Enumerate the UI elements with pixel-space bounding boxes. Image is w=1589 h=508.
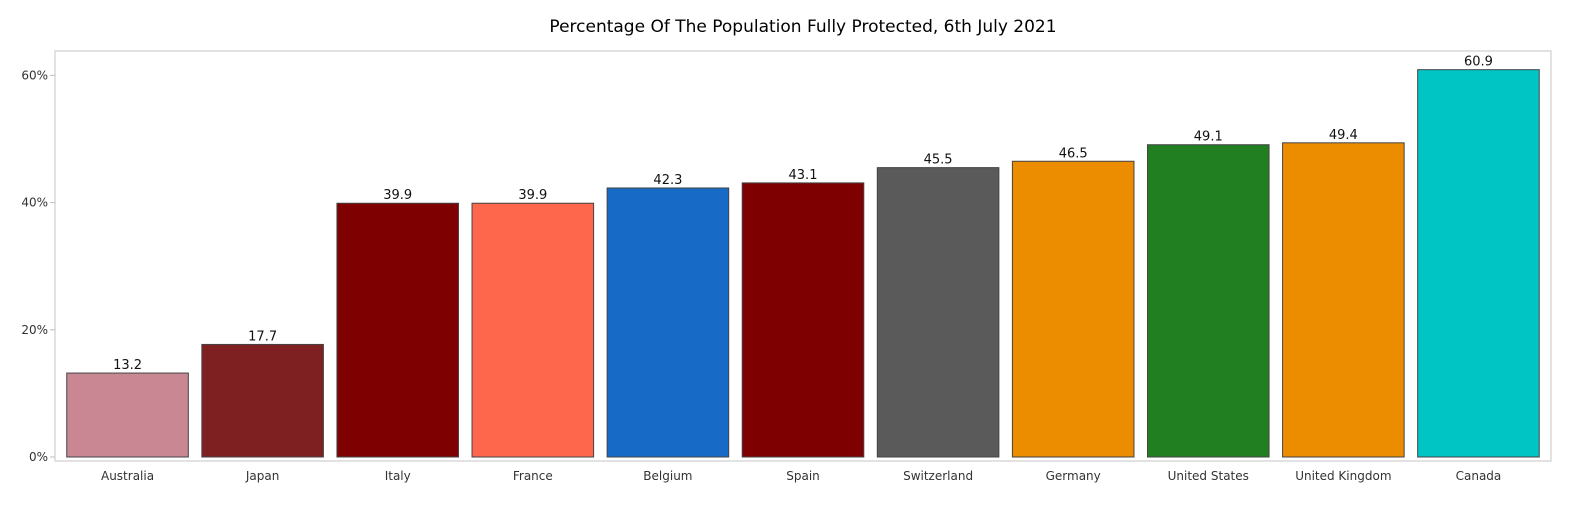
x-tick-label: Switzerland	[903, 469, 973, 483]
x-tick-label: Japan	[245, 469, 279, 483]
bar-united-states	[1146, 144, 1270, 458]
y-tick-label: 60%	[21, 68, 48, 82]
bar-japan	[201, 343, 324, 458]
data-label: 39.9	[383, 188, 412, 203]
data-label: 43.1	[789, 168, 818, 183]
data-label: 45.5	[924, 153, 953, 168]
x-axis: Australia Japan Italy France Belgium Spain Swi…	[101, 469, 1501, 483]
data-label: 13.2	[113, 358, 142, 373]
x-tick-label: Australia	[101, 469, 154, 483]
x-tick-label: Canada	[1456, 469, 1502, 483]
bar-australia	[66, 372, 189, 458]
bar-italy	[336, 202, 460, 458]
data-label: 60.9	[1464, 55, 1493, 70]
x-tick-label: Belgium	[643, 469, 692, 483]
data-label: 42.3	[653, 173, 682, 188]
plot-frame	[54, 50, 1552, 462]
bars-group: 13.2 17.7 39.9 39.9 42.3 43.1 45.5 46.5 49.1 49.4…	[66, 55, 1540, 458]
x-tick-label: Italy	[385, 469, 411, 483]
bar-spain	[741, 182, 865, 458]
x-tick-label: United Kingdom	[1295, 469, 1391, 483]
y-tick-label: 20%	[21, 323, 48, 337]
bar-france	[471, 202, 595, 458]
bar-canada	[1417, 69, 1540, 458]
bar-switzerland	[876, 167, 1000, 458]
chart-title: Percentage Of The Population Fully Prote…	[549, 17, 1056, 37]
bar-united-kingdom	[1282, 142, 1405, 458]
bar-belgium	[606, 187, 730, 458]
x-tick-label: United States	[1168, 469, 1249, 483]
x-tick-label: Germany	[1046, 469, 1101, 483]
bar-germany	[1011, 160, 1135, 458]
data-label: 17.7	[248, 329, 277, 344]
x-tick-label: Spain	[786, 469, 820, 483]
data-label: 49.1	[1194, 130, 1223, 145]
y-tick-label: 0%	[29, 450, 48, 464]
data-label: 49.4	[1329, 128, 1358, 143]
data-label: 46.5	[1059, 146, 1088, 161]
y-axis: 0% 20% 40% 60%	[21, 68, 55, 464]
data-label: 39.9	[518, 188, 547, 203]
x-tick-label: France	[513, 469, 553, 483]
y-tick-label: 40%	[21, 196, 48, 210]
